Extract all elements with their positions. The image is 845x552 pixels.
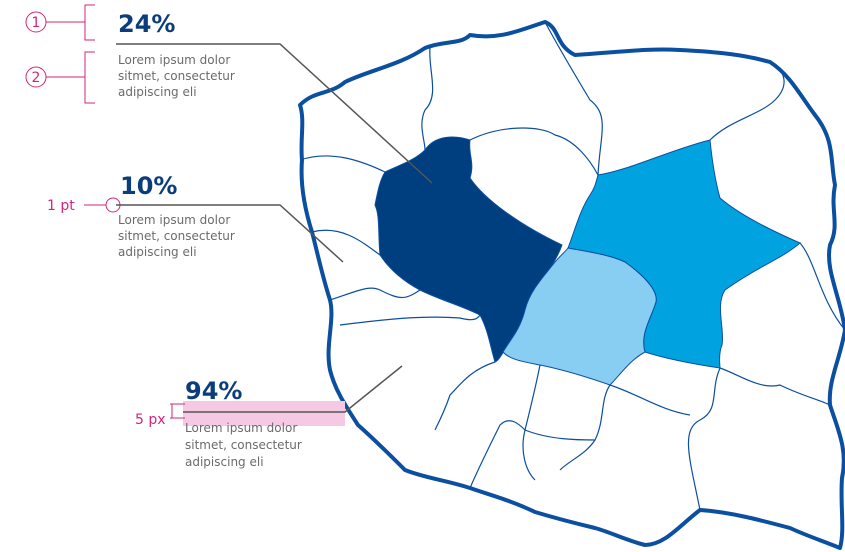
bracket bbox=[46, 51, 95, 104]
callout-text: adipiscing eli bbox=[118, 85, 197, 99]
callout-text: Lorem ipsum dolor bbox=[118, 213, 230, 227]
callout-text: adipiscing eli bbox=[118, 245, 197, 259]
callout-text: Lorem ipsum dolor bbox=[118, 53, 230, 67]
spacing-highlight bbox=[183, 401, 345, 426]
callout-value: 10% bbox=[120, 172, 177, 200]
marker-label: 2 bbox=[32, 70, 41, 86]
callout-value: 94% bbox=[185, 377, 242, 405]
leader-line bbox=[116, 204, 344, 263]
region-light bbox=[502, 247, 657, 386]
marker-label: 1 bbox=[32, 15, 41, 31]
spacing-label: 5 px bbox=[135, 412, 166, 428]
annotations: 1 2 1 pt 5 px bbox=[25, 4, 345, 428]
callout-text: sitmet, consectetur bbox=[185, 438, 302, 452]
bracket bbox=[46, 4, 95, 41]
leader-line bbox=[183, 365, 403, 413]
callout-text: sitmet, consectetur bbox=[118, 229, 235, 243]
line-weight-label: 1 pt bbox=[47, 198, 75, 214]
callout-text: adipiscing eli bbox=[185, 455, 264, 469]
callout: 10% Lorem ipsum dolor sitmet, consectetu… bbox=[116, 172, 344, 263]
leader-line bbox=[116, 43, 433, 184]
map bbox=[298, 20, 845, 550]
spacing-bracket bbox=[170, 403, 185, 419]
region-borders bbox=[299, 21, 845, 511]
callout-text: sitmet, consectetur bbox=[118, 69, 235, 83]
callout-text: Lorem ipsum dolor bbox=[185, 421, 297, 435]
callout-value: 24% bbox=[118, 10, 175, 38]
callout: 24% Lorem ipsum dolor sitmet, consectetu… bbox=[116, 10, 433, 184]
callout: 94% Lorem ipsum dolor sitmet, consectetu… bbox=[183, 365, 403, 469]
